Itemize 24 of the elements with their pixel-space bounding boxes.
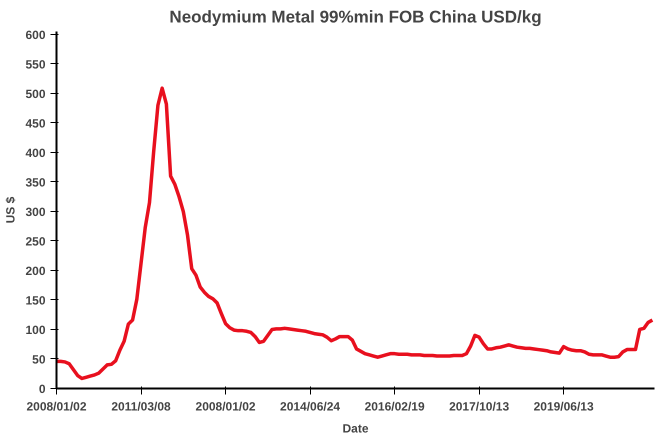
chart-title: Neodymium Metal 99%min FOB China USD/kg: [169, 8, 542, 26]
y-tick-label: 250: [25, 234, 46, 248]
x-tick-label: 2011/03/08: [111, 400, 172, 414]
y-tick-label: 100: [25, 322, 46, 337]
x-tick-label: 2008/01/02: [196, 400, 256, 414]
y-axis-title: US $: [3, 196, 18, 224]
x-tick-label: 2008/01/02: [26, 400, 87, 414]
y-tick-label: 0: [38, 382, 46, 396]
y-tick-label: 300: [25, 204, 46, 219]
y-tick-label: 400: [25, 146, 46, 160]
y-tick-label: 600: [25, 28, 46, 42]
line-series: [56, 86, 654, 380]
y-tick-label: 450: [25, 116, 46, 130]
y-tick-label: 150: [25, 293, 46, 308]
x-tick-label: 2016/02/19: [364, 400, 425, 414]
x-tick-label: 2014/06/24: [280, 400, 340, 414]
x-axis-title: Date: [342, 422, 369, 436]
y-tick-label: 500: [25, 86, 46, 101]
y-tick-label: 50: [32, 352, 46, 366]
x-tick-label: 2017/10/13: [449, 400, 510, 414]
y-tick-label: 550: [25, 57, 46, 72]
y-tick-label: 200: [25, 264, 46, 278]
x-tick-label: 2019/06/13: [534, 400, 594, 414]
y-tick-label: 350: [25, 175, 46, 190]
